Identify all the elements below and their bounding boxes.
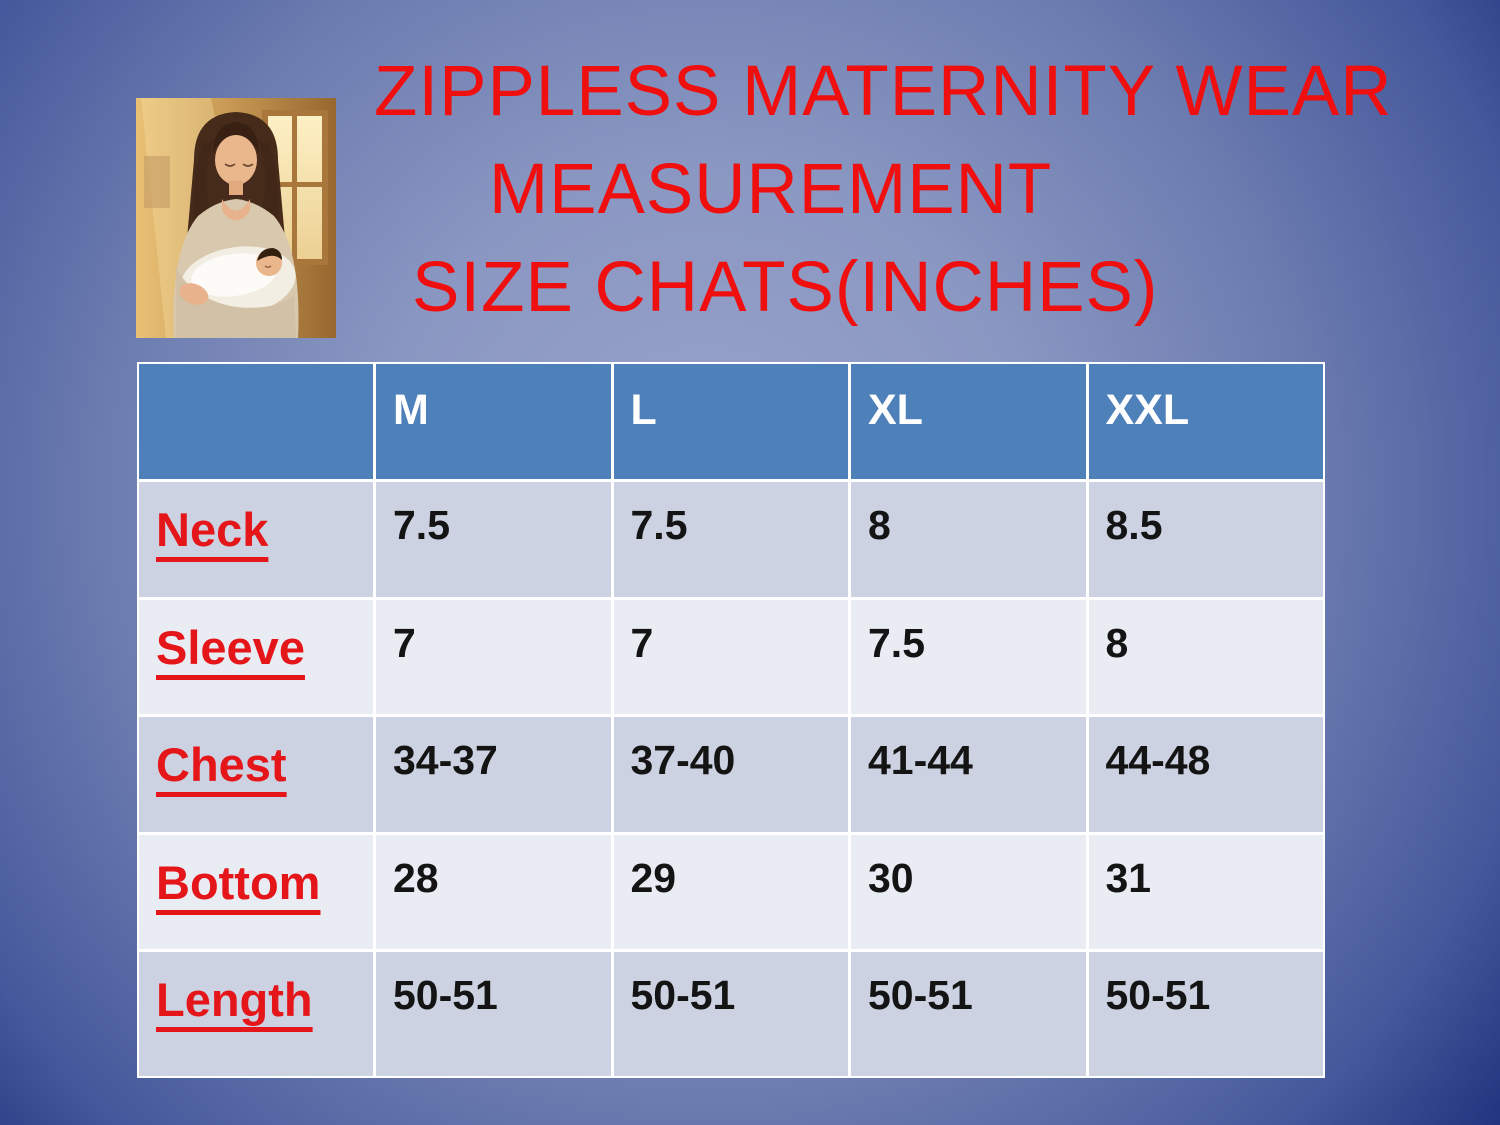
cell-chest-l: 37-40 bbox=[613, 717, 848, 832]
row-label-text: Chest bbox=[156, 738, 287, 792]
cell-neck-l: 7.5 bbox=[613, 482, 848, 597]
row-label-neck: Neck bbox=[139, 482, 373, 597]
cell-length-l: 50-51 bbox=[613, 952, 848, 1076]
row-label-text: Neck bbox=[156, 503, 269, 556]
cell-chest-xl: 41-44 bbox=[851, 717, 1086, 832]
cell-length-m: 50-51 bbox=[376, 952, 611, 1076]
row-label-text: Length bbox=[156, 973, 313, 1027]
mother-baby-photo: Mother in a beige cardigan holding a swa… bbox=[136, 98, 336, 338]
header-cell-xl: XL bbox=[851, 364, 1086, 479]
cell-length-xxl: 50-51 bbox=[1088, 952, 1323, 1076]
cell-neck-m: 7.5 bbox=[376, 482, 611, 597]
header-cell-l: L bbox=[613, 364, 848, 479]
row-label-length: Length bbox=[139, 952, 373, 1076]
header-cell-blank bbox=[139, 364, 373, 479]
baby-bundle bbox=[176, 246, 296, 338]
cell-bottom-xxl: 31 bbox=[1088, 834, 1323, 950]
title-line-3: SIZE CHATS(INCHES) bbox=[412, 248, 1159, 327]
header-cell-m: M bbox=[376, 364, 611, 479]
cell-neck-xl: 8 bbox=[851, 482, 1086, 597]
header-cell-xxl: XXL bbox=[1088, 364, 1323, 479]
cell-bottom-m: 28 bbox=[376, 834, 611, 950]
cell-sleeve-m: 7 bbox=[376, 599, 611, 715]
row-label-chest: Chest bbox=[139, 717, 373, 832]
title-line-1: ZIPPLESS MATERNITY WEAR bbox=[374, 52, 1393, 131]
row-label-bottom: Bottom bbox=[139, 834, 373, 950]
cell-bottom-xl: 30 bbox=[851, 834, 1086, 950]
cell-bottom-l: 29 bbox=[613, 834, 848, 950]
mother-baby-illustration: Mother in a beige cardigan holding a swa… bbox=[136, 98, 336, 338]
cell-chest-xxl: 44-48 bbox=[1088, 717, 1323, 832]
wall-frame bbox=[144, 156, 170, 208]
row-label-text: Bottom bbox=[156, 855, 321, 909]
size-chart-table: M L XL XXL Neck 7.5 7.5 8 8.5 Sleeve 7 7… bbox=[137, 362, 1325, 1078]
cell-chest-m: 34-37 bbox=[376, 717, 611, 832]
cell-sleeve-xl: 7.5 bbox=[851, 599, 1086, 715]
cell-neck-xxl: 8.5 bbox=[1088, 482, 1323, 597]
title-line-2: MEASUREMENT bbox=[489, 150, 1053, 229]
row-label-sleeve: Sleeve bbox=[139, 599, 373, 715]
cell-sleeve-l: 7 bbox=[613, 599, 848, 715]
cell-sleeve-xxl: 8 bbox=[1088, 599, 1323, 715]
row-label-text: Sleeve bbox=[156, 620, 305, 674]
cell-length-xl: 50-51 bbox=[851, 952, 1086, 1076]
